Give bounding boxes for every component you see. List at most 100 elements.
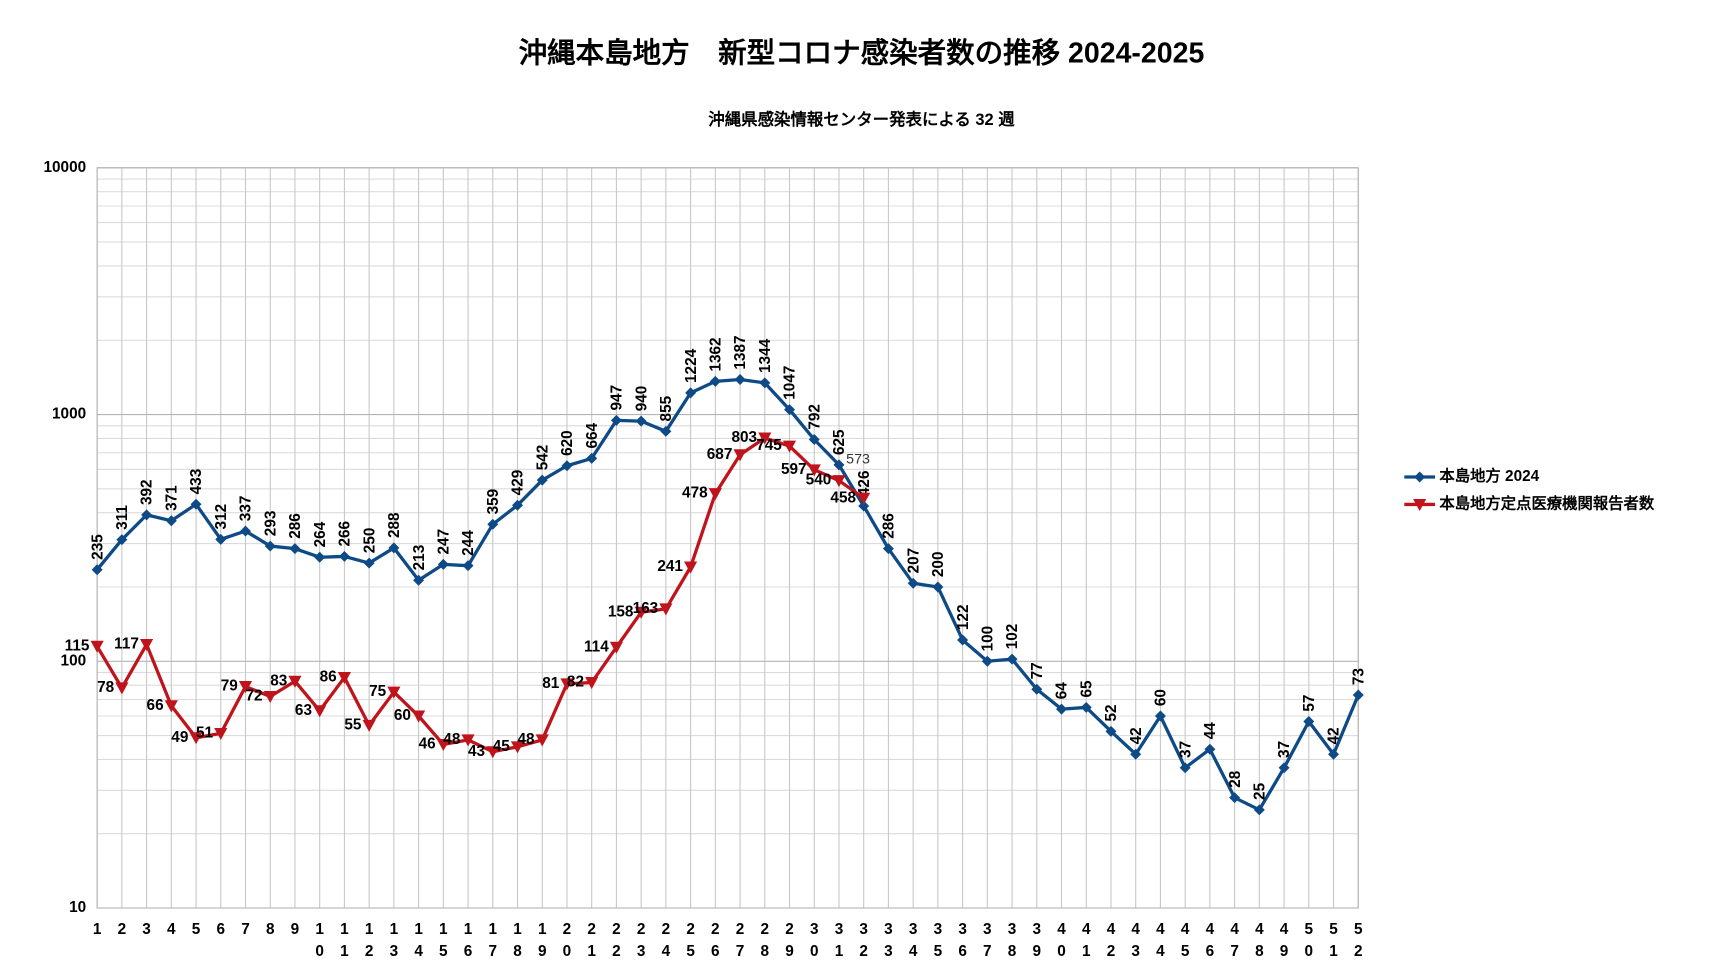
point <box>510 741 525 754</box>
point <box>907 577 919 589</box>
data-label: 687 <box>707 446 733 463</box>
data-label: 293 <box>262 511 279 537</box>
data-label: 855 <box>658 395 675 421</box>
data-label: 620 <box>559 430 576 456</box>
data-label: 57 <box>1301 695 1318 712</box>
chart-subtitle: 沖縄県感染情報センター発表による 32 週 <box>708 110 1015 129</box>
point <box>214 727 228 741</box>
point <box>165 515 177 527</box>
point <box>609 641 623 654</box>
data-label: 42 <box>1326 727 1343 744</box>
x-tick-label: 5 <box>192 921 201 938</box>
x-tick-label: 2 <box>118 921 127 938</box>
data-label: 75 <box>369 683 387 700</box>
data-label: 100 <box>979 626 996 652</box>
data-label: 114 <box>584 638 609 655</box>
data-label: 48 <box>443 731 461 748</box>
point <box>189 732 203 745</box>
point <box>338 550 350 562</box>
point <box>190 498 202 510</box>
point <box>782 440 797 453</box>
data-label: 540 <box>806 472 832 489</box>
data-label: 79 <box>221 678 238 695</box>
data-label: 115 <box>65 637 90 654</box>
data-label: 664 <box>584 422 601 448</box>
x-tick-label: 4 <box>167 921 176 938</box>
point <box>1130 748 1142 760</box>
point <box>807 464 821 477</box>
point <box>808 434 820 445</box>
data-label: 371 <box>163 485 180 511</box>
data-label: 37 <box>1177 741 1194 758</box>
data-label: 117 <box>114 636 139 653</box>
data-label: 1224 <box>683 348 700 383</box>
point <box>759 377 771 389</box>
point <box>363 557 375 569</box>
y-tick-label: 10000 <box>43 159 86 176</box>
point <box>709 375 721 387</box>
data-label: 48 <box>517 731 535 748</box>
point <box>685 387 697 399</box>
data-label: 266 <box>337 521 354 547</box>
point <box>437 558 449 570</box>
legend-marker <box>1414 471 1426 483</box>
point <box>833 459 845 471</box>
data-label: 55 <box>344 716 362 733</box>
point <box>264 540 276 552</box>
point <box>1328 748 1340 760</box>
point <box>858 500 870 512</box>
point <box>758 432 772 445</box>
data-label: 45 <box>493 738 511 755</box>
data-label: 286 <box>287 513 304 539</box>
point <box>462 560 474 572</box>
data-label: 247 <box>435 529 452 555</box>
data-label: 49 <box>171 729 188 746</box>
data-label: 207 <box>905 548 922 574</box>
point <box>240 525 251 537</box>
point <box>585 677 599 690</box>
point <box>957 634 969 646</box>
point <box>635 415 647 427</box>
point <box>115 682 129 695</box>
legend-label: 本島地方定点医療機関報告者数 <box>1439 494 1654 513</box>
data-label: 940 <box>633 386 650 412</box>
data-label: 63 <box>295 702 312 719</box>
data-label: 312 <box>213 504 230 530</box>
point <box>215 533 227 545</box>
point <box>1229 792 1241 804</box>
point <box>932 581 944 593</box>
y-tick-label: 100 <box>61 652 87 669</box>
series-line <box>95 436 865 754</box>
data-label: 244 <box>460 530 477 556</box>
data-label: 37 <box>1276 741 1293 758</box>
data-label: 44 <box>1202 722 1219 740</box>
point <box>1154 710 1166 722</box>
point <box>1179 762 1191 774</box>
data-label: 65 <box>1078 680 1095 698</box>
data-label: 597 <box>781 461 807 478</box>
point <box>512 499 523 511</box>
point <box>535 734 549 747</box>
data-label: 311 <box>114 505 131 530</box>
point <box>164 700 178 713</box>
data-label: 288 <box>386 512 403 538</box>
data-label: 158 <box>608 603 634 620</box>
data-label: 42 <box>1128 727 1145 744</box>
annotation: 573 <box>846 452 870 468</box>
point <box>1278 762 1290 774</box>
data-label: 60 <box>1153 689 1170 706</box>
